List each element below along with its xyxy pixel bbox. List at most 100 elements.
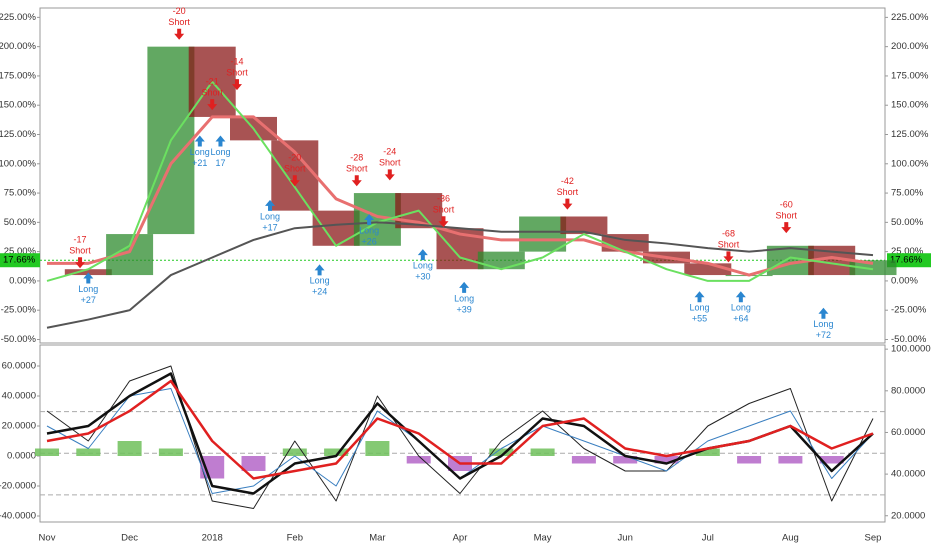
y-tick-label: 0.00%: [9, 275, 36, 286]
signal-label: Long: [690, 303, 710, 313]
signal-arrow: [459, 281, 470, 293]
histogram-bar: [35, 448, 59, 456]
y-tick-label: 175.00%: [891, 70, 929, 81]
y-tick-label: 200.00%: [0, 41, 37, 52]
signal-value: -20: [288, 153, 301, 163]
signal-value: +26: [361, 236, 376, 246]
signal-arrow: [694, 291, 705, 303]
candle: [684, 263, 732, 276]
y-tick-label: -20.0000: [0, 481, 36, 492]
signal-arrow: [438, 216, 449, 228]
candle: [560, 216, 608, 235]
candle: [312, 210, 360, 246]
signal-label: Short: [346, 164, 368, 174]
y-tick-label: -50.00%: [891, 334, 927, 345]
y2-tick-label: 100.0000: [891, 344, 931, 355]
signal-label: Long: [813, 319, 833, 329]
x-tick-label: Apr: [453, 533, 468, 544]
y-tick-label: 175.00%: [0, 70, 37, 81]
signal-label: Long: [731, 303, 751, 313]
signal-label: Short: [284, 164, 306, 174]
histogram-bar: [613, 456, 638, 464]
signal-value: -36: [437, 194, 450, 204]
signal-arrow: [231, 79, 242, 91]
y-tick-label: 0.00%: [891, 275, 918, 286]
signal-label: Short: [433, 205, 455, 215]
candle: [64, 269, 112, 276]
signal-arrow: [207, 99, 218, 111]
x-tick-label: May: [534, 533, 552, 544]
y-tick-label: 150.00%: [0, 100, 37, 111]
signal-value: +64: [733, 314, 748, 324]
signal-arrow: [384, 169, 395, 181]
panel-frame: [39, 344, 886, 523]
signal-value: +72: [816, 330, 831, 340]
y2-tick-label: 60.0000: [891, 427, 925, 438]
current-label: 17.66%: [3, 255, 36, 266]
signal-arrow: [818, 307, 829, 319]
signal-label: Short: [168, 17, 190, 27]
histogram-bar: [819, 456, 844, 464]
histogram-bar: [571, 456, 596, 464]
x-tick-label: Nov: [39, 533, 56, 544]
signal-label: Short: [718, 240, 740, 250]
y-tick-label: 0.0000: [7, 451, 36, 462]
y-tick-label: 200.00%: [891, 41, 929, 52]
histogram-bar: [778, 456, 803, 464]
signal-value: +21: [192, 158, 207, 168]
signal-value: +39: [456, 304, 471, 314]
current-box: [0, 253, 40, 268]
signal-label: Long: [210, 147, 230, 157]
histogram-bar: [695, 448, 720, 456]
signal-arrow: [194, 135, 205, 147]
y-tick-label: 40.0000: [2, 391, 36, 402]
y-tick-label: 125.00%: [891, 129, 929, 140]
signal-value: +30: [415, 271, 430, 281]
series-line: [47, 115, 874, 277]
histogram-bar: [406, 456, 431, 464]
y-tick-label: 75.00%: [891, 188, 924, 199]
y-tick-label: -25.00%: [891, 305, 927, 316]
signal-arrow: [265, 199, 276, 211]
signal-value: +24: [312, 287, 327, 297]
y-tick-label: 25.00%: [4, 246, 37, 257]
y-tick-label: -25.00%: [1, 305, 37, 316]
signal-arrow: [351, 175, 362, 187]
series-line: [46, 221, 874, 329]
signal-value: -60: [780, 199, 793, 209]
signal-value: -14: [230, 57, 243, 67]
current-box: [887, 253, 931, 268]
x-tick-label: Jul: [702, 533, 714, 544]
signal-arrow: [417, 249, 428, 261]
signal-label: Short: [226, 68, 248, 78]
signal-arrow: [314, 264, 325, 276]
signal-label: Long: [454, 293, 474, 303]
x-tick-label: Sep: [865, 533, 882, 544]
y-tick-label: -50.00%: [1, 334, 37, 345]
x-tick-label: Feb: [287, 533, 303, 544]
signal-label: Short: [557, 187, 579, 197]
signal-arrow: [562, 198, 573, 210]
signal-label: Short: [379, 158, 401, 168]
candle: [519, 216, 567, 252]
x-tick-label: Jun: [618, 533, 633, 544]
signal-arrow: [83, 272, 94, 284]
signal-arrow: [75, 257, 86, 269]
y2-tick-label: 40.0000: [891, 469, 925, 480]
y-tick-label: 20.0000: [2, 421, 36, 432]
y-tick-label: 150.00%: [891, 100, 929, 111]
signal-arrow: [289, 175, 300, 187]
y2-tick-label: 20.0000: [891, 510, 925, 521]
x-tick-label: Aug: [782, 533, 799, 544]
x-tick-label: Dec: [121, 533, 138, 544]
signal-value: -20: [173, 6, 186, 16]
signal-arrow: [781, 222, 792, 234]
signal-arrow: [215, 135, 226, 147]
y-tick-label: 50.00%: [4, 217, 37, 228]
histogram-bar: [737, 456, 762, 464]
histogram-bar: [489, 448, 514, 456]
histogram-bar: [158, 448, 183, 456]
signal-value: -24: [383, 147, 396, 157]
